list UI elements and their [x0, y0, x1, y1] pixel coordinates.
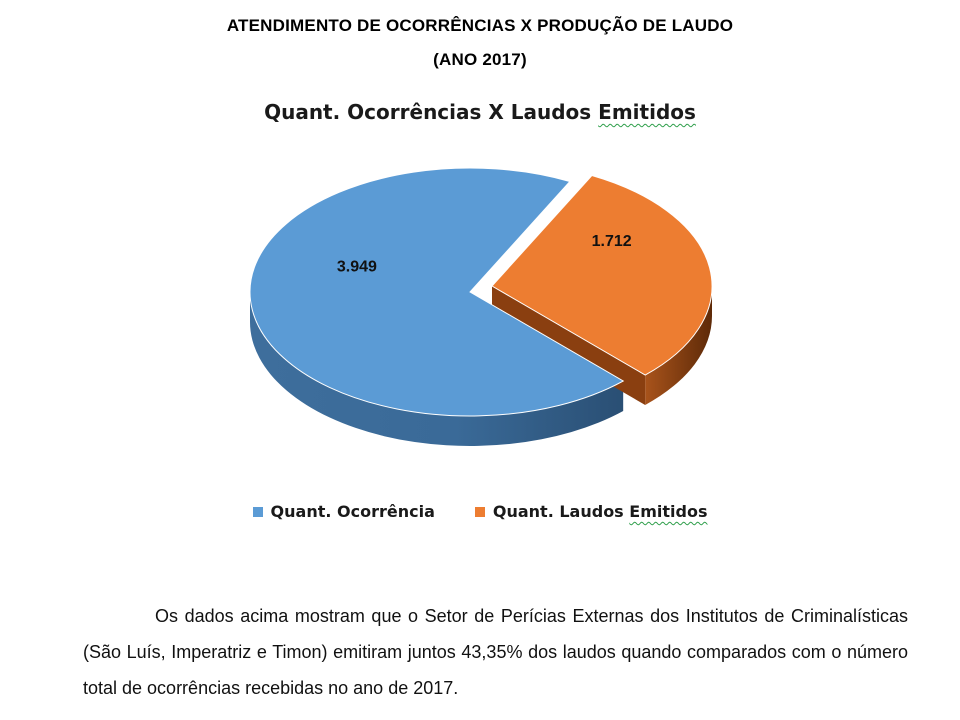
- legend-label-ocorrencia: Quant. Ocorrência: [270, 502, 435, 521]
- pie-side-ocorrencia: [250, 292, 624, 446]
- data-label-ocorrencia: 3.949: [337, 259, 377, 276]
- legend-label-laudos: Quant. Laudos Emitidos: [493, 502, 708, 521]
- legend-swatch-ocorrencia: [252, 506, 263, 517]
- pie-side-laudos: [645, 286, 712, 406]
- chart-title: Quant. Ocorrências X Laudos Emitidos: [0, 100, 960, 124]
- chart-title-part2: Emitidos: [598, 100, 696, 124]
- legend-swatch-laudos: [474, 506, 485, 517]
- chart-title-part1: Quant. Ocorrências X Laudos: [264, 100, 599, 124]
- pie-slice-ocorrencia: [249, 167, 625, 417]
- pie-slice-laudos: [491, 174, 713, 376]
- chart-legend: Quant. Ocorrência Quant. Laudos Emitidos: [0, 502, 960, 521]
- document-title: ATENDIMENTO DE OCORRÊNCIAS X PRODUÇÃO DE…: [226, 16, 734, 35]
- body-paragraph: Os dados acima mostram que o Setor de Pe…: [83, 606, 908, 698]
- data-label-laudos: 1.712: [592, 233, 632, 250]
- legend-label-laudos-part2: Emitidos: [629, 502, 708, 521]
- legend-item-ocorrencia: Quant. Ocorrência: [252, 502, 435, 521]
- pie-slices: [249, 167, 713, 417]
- legend-item-laudos: Quant. Laudos Emitidos: [474, 502, 708, 521]
- pie-chart: 3.949 1.712: [249, 167, 713, 446]
- legend-label-laudos-part1: Quant. Laudos: [492, 502, 630, 521]
- pie-data-labels: 3.949 1.712: [337, 233, 632, 276]
- document-year: (ANO 2017): [433, 50, 527, 69]
